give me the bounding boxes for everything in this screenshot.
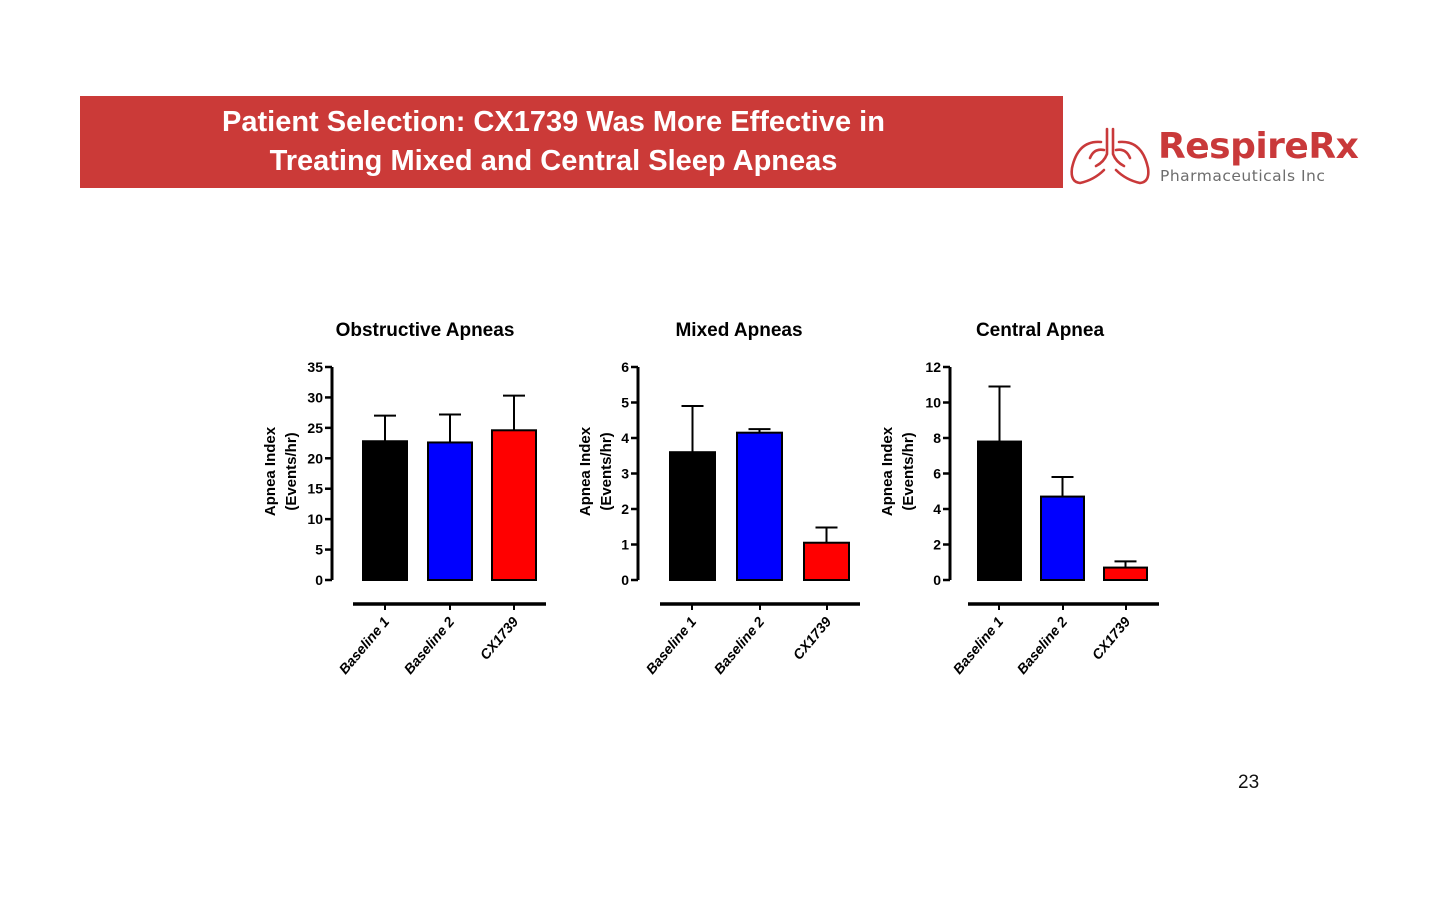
chart-panel: Mixed Apneas 0 1 2 3 4 5 6 Apnea Index (Events/hr… — [577, 320, 860, 677]
y-tick-label: 20 — [307, 450, 323, 466]
bar — [977, 440, 1022, 581]
y-tick-label: 5 — [315, 542, 323, 558]
logo-name: RespireRx — [1158, 126, 1359, 167]
lungs-icon — [1070, 127, 1150, 185]
chart-title: Mixed Apneas — [675, 320, 802, 341]
y-tick-label: 8 — [933, 430, 941, 446]
y-tick-label: 10 — [925, 395, 941, 411]
slide-title-line-2: Treating Mixed and Central Sleep Apneas — [269, 145, 838, 177]
bar — [736, 431, 783, 581]
bar — [491, 429, 537, 582]
y-axis-label-line-1: Apnea Index — [879, 426, 896, 516]
y-tick-label: 4 — [933, 501, 941, 517]
y-tick-label: 2 — [621, 501, 629, 517]
bar — [803, 541, 850, 581]
page-number: 23 — [1238, 772, 1260, 793]
bar — [1040, 495, 1085, 582]
y-tick-label: 0 — [315, 572, 323, 588]
slide-title-line-1: Patient Selection: CX1739 Was More Effec… — [222, 106, 885, 138]
y-tick-label: 3 — [621, 466, 629, 482]
y-tick-label: 0 — [621, 572, 629, 588]
bar — [1103, 566, 1148, 582]
y-tick-label: 30 — [307, 389, 323, 405]
logo-subtitle: Pharmaceuticals Inc — [1160, 167, 1326, 185]
x-tick-label: Baseline 1 — [643, 613, 700, 677]
y-tick-label: 10 — [307, 511, 323, 527]
y-tick-label: 6 — [621, 359, 629, 375]
x-tick-label: CX1739 — [477, 613, 522, 662]
x-tick-label: Baseline 1 — [336, 613, 393, 677]
y-tick-label: 2 — [933, 537, 941, 553]
x-tick-label: CX1739 — [1089, 613, 1134, 662]
x-tick-label: Baseline 2 — [1014, 613, 1071, 677]
company-logo: RespireRx Pharmaceuticals Inc — [1068, 124, 1368, 190]
bar — [427, 441, 473, 581]
y-tick-label: 12 — [925, 359, 941, 375]
y-axis-label-line-1: Apnea Index — [262, 426, 279, 516]
y-axis-label: Apnea Index (Events/hr) — [879, 426, 917, 516]
title-banner: Patient Selection: CX1739 Was More Effec… — [80, 96, 1063, 188]
y-axis-label: Apnea Index (Events/hr) — [262, 426, 300, 516]
y-axis-label-line-2: (Events/hr) — [283, 432, 300, 510]
chart-panel: Central Apnea 0 2 4 6 8 10 12 Apnea Index (Events… — [879, 320, 1159, 677]
y-axis-label-line-2: (Events/hr) — [598, 432, 615, 510]
y-axis-label-line-1: Apnea Index — [577, 426, 594, 516]
chart-title: Obstructive Apneas — [336, 320, 515, 341]
x-tick-label: Baseline 2 — [401, 613, 458, 677]
bar — [362, 440, 408, 582]
y-tick-label: 25 — [307, 420, 323, 436]
y-tick-label: 4 — [621, 430, 629, 446]
y-tick-label: 35 — [307, 359, 323, 375]
y-tick-label: 15 — [307, 481, 323, 497]
chart-panel: Obstructive Apneas 0 5 10 15 20 25 30 35 Apnea In… — [262, 320, 546, 677]
y-tick-label: 1 — [621, 537, 629, 553]
x-tick-label: Baseline 2 — [711, 613, 768, 677]
y-axis-label-line-2: (Events/hr) — [900, 432, 917, 510]
chart-title: Central Apnea — [976, 320, 1105, 341]
bar — [669, 451, 716, 582]
x-tick-label: Baseline 1 — [950, 613, 1007, 677]
y-axis-label: Apnea Index (Events/hr) — [577, 426, 615, 516]
y-tick-label: 6 — [933, 466, 941, 482]
y-tick-label: 5 — [621, 395, 629, 411]
y-tick-label: 0 — [933, 572, 941, 588]
x-tick-label: CX1739 — [790, 613, 835, 662]
